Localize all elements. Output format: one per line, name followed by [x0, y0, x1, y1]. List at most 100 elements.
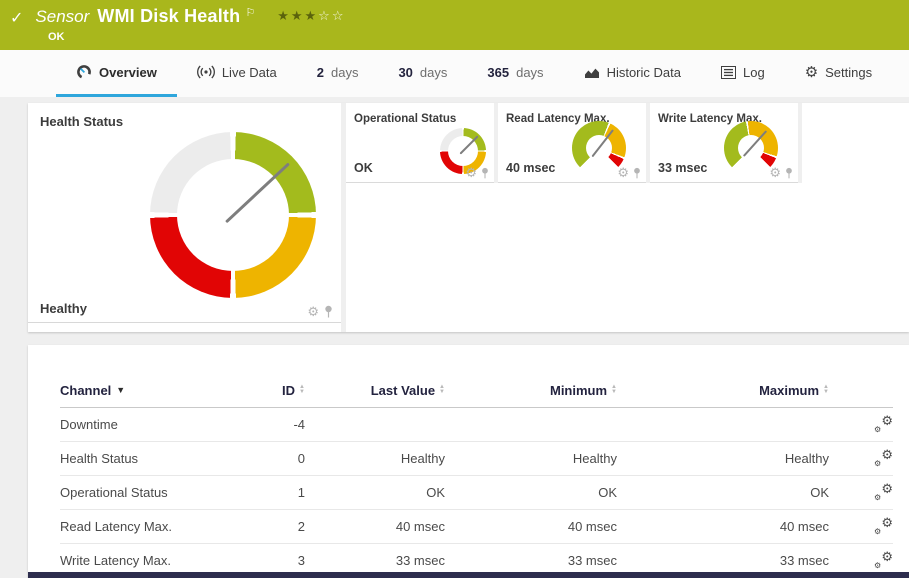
tab-log-label: Log — [742, 64, 765, 80]
health-status-value: Healthy — [40, 301, 87, 316]
channel-settings-gears-icon[interactable]: ⚙ ⚙ — [874, 446, 893, 468]
star-rating[interactable]: ★★★☆☆ — [277, 8, 345, 24]
channel-maximum: Healthy — [784, 451, 829, 466]
mini-gauges-region: Operational Status OK ⚙ Read Latency Max… — [346, 103, 909, 332]
column-header-id[interactable]: ID ▲ ▼ — [245, 383, 305, 398]
channel-name: Downtime — [60, 417, 118, 432]
area-chart-icon — [584, 68, 599, 78]
channel-settings-gears-icon[interactable]: ⚙ ⚙ — [874, 412, 893, 434]
channel-id: 1 — [297, 485, 305, 500]
column-header-last-value-label: Last Value — [370, 382, 436, 398]
pin-icon[interactable] — [785, 167, 793, 179]
channel-last-value: 33 msec — [395, 553, 445, 568]
tab-live-data[interactable]: Live Data — [177, 50, 297, 97]
channel-maximum: 40 msec — [779, 519, 829, 534]
tab-30-days-number: 30 — [398, 64, 413, 80]
tab-30-days-word: days — [419, 64, 448, 80]
tab-log[interactable]: Log — [701, 50, 785, 97]
channel-id: 2 — [297, 519, 305, 534]
tab-overview[interactable]: Overview — [56, 50, 177, 97]
tab-365-days[interactable]: 365 days — [467, 50, 563, 97]
channel-settings-gear-icon[interactable]: ⚙ — [769, 165, 781, 180]
write-latency-title: Write Latency Max. — [658, 113, 762, 125]
tab-2-days-word: days — [330, 64, 359, 80]
channels-table-panel: Channel ▼ ID ▲ ▼ Last Value ▲ ▼ Minimum ▲ ▼… — [28, 345, 909, 578]
pin-icon[interactable] — [481, 167, 489, 179]
status-check-icon: ✓ — [10, 10, 24, 27]
column-header-last-value[interactable]: Last Value ▲ ▼ — [305, 383, 445, 398]
page-title: WMI Disk Health — [97, 6, 241, 26]
star-filled-icon[interactable]: ★ — [277, 8, 291, 23]
health-status-title: Health Status — [40, 114, 124, 129]
broadcast-icon — [196, 65, 215, 79]
channel-name: Operational Status — [60, 485, 168, 500]
tab-settings-label: Settings — [825, 64, 873, 80]
health-status-gauge — [150, 132, 316, 298]
tab-settings[interactable]: ⚙ Settings — [785, 50, 892, 97]
star-filled-icon[interactable]: ★ — [304, 8, 319, 23]
column-header-maximum[interactable]: Maximum ▲ ▼ — [617, 383, 829, 398]
panel-divider — [341, 103, 346, 332]
sort-icon: ▲ ▼ — [439, 384, 445, 395]
channel-minimum: Healthy — [572, 451, 617, 466]
channel-settings-gear-icon[interactable]: ⚙ — [617, 165, 629, 180]
column-header-channel-label: Channel — [60, 382, 112, 398]
tab-historic-data[interactable]: Historic Data — [564, 50, 701, 97]
tab-30-days[interactable]: 30 days — [378, 50, 467, 97]
table-row[interactable]: Operational Status 1 OK OK OK ⚙ ⚙ — [60, 476, 893, 510]
operational-status-title: Operational Status — [354, 113, 457, 125]
sort-icon: ▲ ▼ — [611, 384, 617, 395]
sensor-title-row: ✓ Sensor WMI Disk Health ⚐ ★★★☆☆ — [10, 6, 345, 27]
sort-icon: ▲ ▼ — [299, 384, 305, 395]
read-latency-gauge — [572, 121, 626, 175]
write-latency-panel: Write Latency Max. 33 msec ⚙ — [650, 103, 798, 183]
pin-icon[interactable] — [633, 167, 641, 179]
table-row[interactable]: Read Latency Max. 2 40 msec 40 msec 40 m… — [60, 510, 893, 544]
channel-settings-gear-icon[interactable]: ⚙ — [307, 304, 319, 319]
column-header-minimum[interactable]: Minimum ▲ ▼ — [445, 383, 617, 398]
star-empty-icon[interactable]: ☆ — [318, 8, 332, 23]
panel-divider — [646, 103, 650, 183]
read-latency-title: Read Latency Max. — [506, 113, 610, 125]
column-header-maximum-label: Maximum — [759, 382, 820, 398]
health-status-footer: Healthy ⚙ — [28, 296, 341, 323]
panel-divider — [494, 103, 498, 183]
tab-historic-data-label: Historic Data — [606, 64, 681, 80]
channel-maximum: 33 msec — [779, 553, 829, 568]
tab-live-data-label: Live Data — [221, 64, 277, 80]
channel-settings-gears-icon[interactable]: ⚙ ⚙ — [874, 514, 893, 536]
status-badge: OK — [48, 31, 65, 43]
tab-365-days-word: days — [516, 64, 544, 80]
log-list-icon — [720, 65, 736, 79]
tab-2-days[interactable]: 2 days — [297, 50, 379, 97]
column-header-channel[interactable]: Channel ▼ — [60, 383, 245, 398]
sensor-status-header: ✓ Sensor WMI Disk Health ⚐ ★★★☆☆ OK — [0, 0, 909, 50]
read-latency-panel: Read Latency Max. 40 msec ⚙ — [498, 103, 646, 183]
star-filled-icon[interactable]: ★ — [290, 8, 305, 23]
channel-name: Read Latency Max. — [60, 519, 173, 534]
operational-status-value: OK — [354, 161, 373, 175]
sort-icon: ▲ ▼ — [823, 384, 829, 395]
table-row[interactable]: Downtime -4 ⚙ ⚙ — [60, 408, 893, 442]
table-header-row: Channel ▼ ID ▲ ▼ Last Value ▲ ▼ Minimum ▲ ▼… — [60, 373, 893, 408]
table-row[interactable]: Health Status 0 Healthy Healthy Healthy … — [60, 442, 893, 476]
channel-settings-gear-icon[interactable]: ⚙ — [465, 165, 477, 180]
channel-id: 3 — [297, 553, 305, 568]
health-status-panel: Health Status Healthy ⚙ — [28, 103, 341, 332]
channel-last-value: OK — [426, 485, 445, 500]
channel-minimum: 33 msec — [567, 553, 617, 568]
channel-settings-gears-icon[interactable]: ⚙ ⚙ — [874, 548, 893, 570]
overview-gauges-section: Health Status Healthy ⚙ Operational Stat… — [28, 103, 909, 332]
tab-365-days-number: 365 — [487, 64, 510, 80]
pin-icon[interactable] — [324, 305, 333, 318]
operational-status-gauge — [440, 128, 486, 174]
star-empty-icon[interactable]: ☆ — [331, 8, 346, 23]
tab-bar: Overview Live Data 2 days 30 days 365 da… — [0, 50, 909, 97]
channel-settings-gears-icon[interactable]: ⚙ ⚙ — [874, 480, 893, 502]
gauge-icon — [77, 65, 91, 79]
channel-last-value: Healthy — [400, 451, 445, 466]
flag-icon: ⚐ — [245, 7, 256, 19]
channel-name: Write Latency Max. — [60, 553, 172, 568]
channel-id: 0 — [297, 451, 305, 466]
